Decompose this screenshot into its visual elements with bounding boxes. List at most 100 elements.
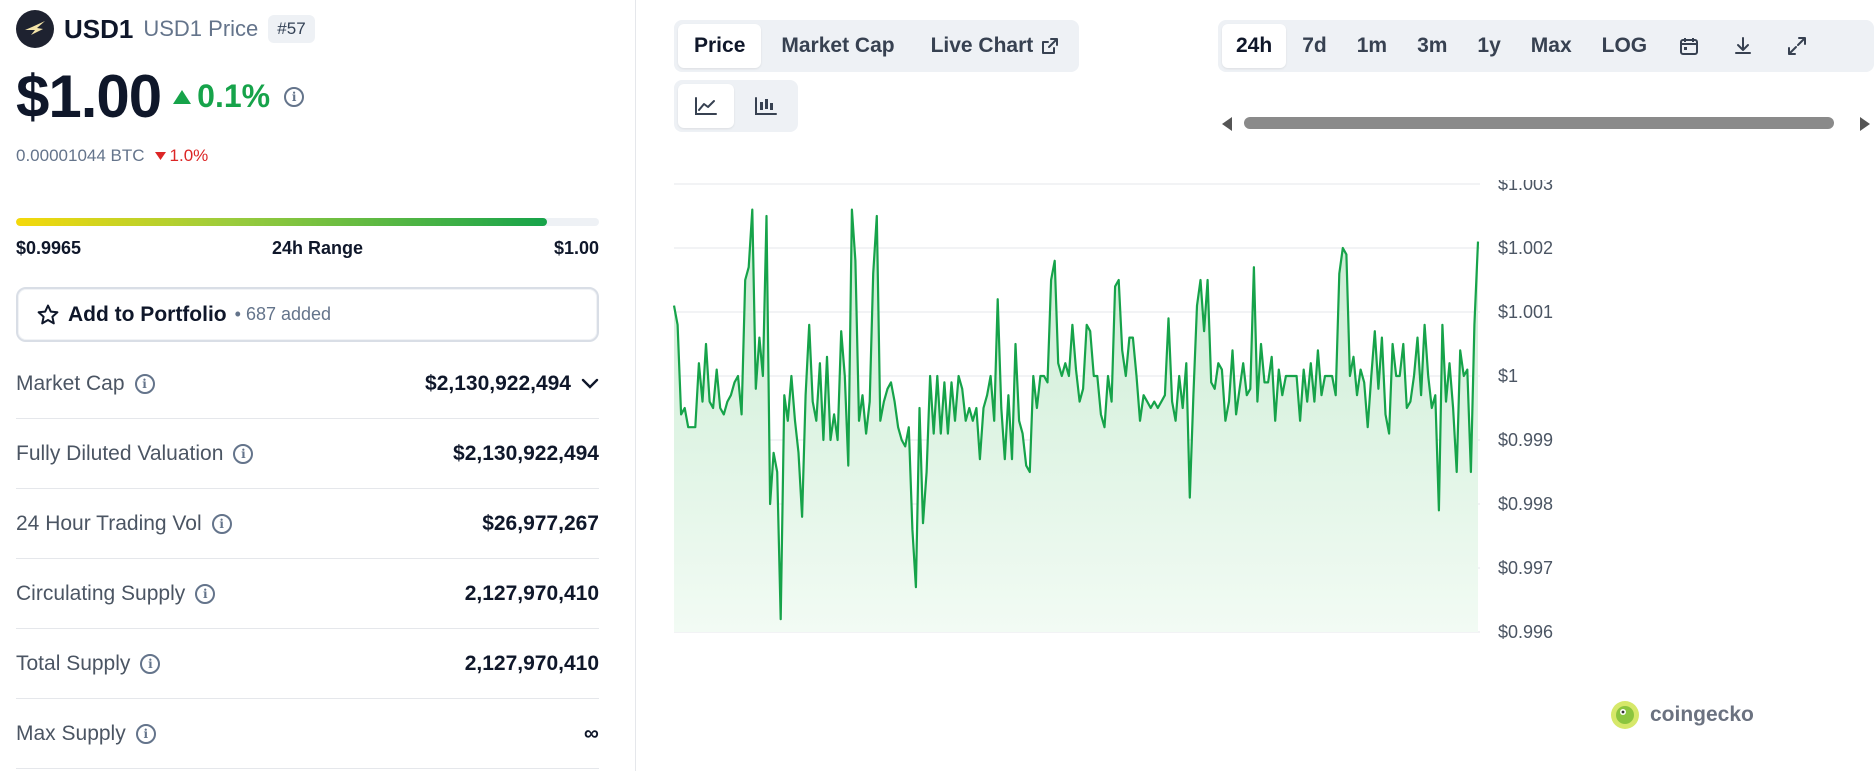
chart-view-toggle (674, 80, 798, 132)
calendar-icon (1680, 38, 1699, 55)
stat-label-text: Fully Diluted Valuation (16, 441, 224, 465)
current-price: $1.00 (16, 63, 162, 130)
date-range-button[interactable] (1663, 24, 1715, 68)
price-row: $1.00 0.1% i (16, 62, 305, 131)
triangle-up-icon (173, 89, 192, 104)
price-change-24h: 0.1% (173, 78, 270, 115)
price-change-value: 0.1% (197, 78, 271, 114)
y-tick-label: $0.996 (1498, 622, 1553, 642)
y-tick-label: $1.003 (1498, 180, 1553, 194)
portfolio-label: Add to Portfolio (68, 302, 227, 326)
star-icon (37, 304, 59, 324)
range-labels: $0.9965 24h Range $1.00 (16, 238, 599, 259)
chevron-down-icon[interactable] (581, 378, 599, 390)
range-low: $0.9965 (16, 238, 82, 258)
stat-value: $26,977,267 (482, 511, 599, 535)
btc-change-value: 1.0% (169, 146, 209, 165)
info-icon[interactable]: i (140, 653, 161, 674)
range-3m-button[interactable]: 3m (1417, 34, 1448, 57)
stat-label-text: Market Cap (16, 371, 125, 395)
line-chart-icon (695, 97, 717, 115)
chart-navigator-scrollbar[interactable] (1222, 114, 1870, 132)
fullscreen-button[interactable] (1771, 24, 1823, 68)
download-button[interactable] (1717, 24, 1769, 68)
info-icon[interactable]: i (135, 723, 156, 744)
range-high: $1.00 (553, 238, 599, 258)
range-1m-button[interactable]: 1m (1356, 34, 1388, 57)
info-icon[interactable]: i (211, 513, 232, 534)
stat-value: $2,130,922,494 (453, 441, 599, 465)
coingecko-logo-icon (1611, 701, 1639, 729)
stat-label-text: 24 Hour Trading Vol (16, 511, 202, 535)
stat-row-fdv: Fully Diluted Valuation i $2,130,922,494 (16, 419, 599, 489)
tab-price[interactable]: Price (678, 24, 762, 68)
range-max-button[interactable]: Max (1530, 34, 1572, 57)
stat-label: Market Cap i (16, 372, 155, 396)
info-icon[interactable]: i (134, 373, 155, 394)
y-tick-label: $0.998 (1498, 494, 1553, 514)
y-tick-label: $1 (1498, 366, 1518, 386)
chart-tabs: Price Market Cap Live Chart (674, 20, 1080, 72)
candlestick-button[interactable] (738, 84, 794, 128)
y-tick-label: $0.999 (1498, 430, 1553, 450)
range-bar-fill (16, 218, 547, 226)
portfolio-count: • 687 added (234, 304, 332, 324)
coin-symbol: USD1 (64, 13, 134, 44)
coin-subtitle: USD1 Price (143, 16, 259, 41)
range-label: 24h Range (272, 238, 364, 258)
stat-label-text: Total Supply (16, 651, 131, 675)
triangle-down-icon (154, 152, 166, 160)
y-tick-label: $0.997 (1498, 558, 1553, 578)
range-bar (16, 218, 599, 226)
line-chart-button[interactable] (678, 84, 734, 128)
coin-header: USD1 USD1 Price #57 (16, 10, 315, 48)
range-7d-button[interactable]: 7d (1302, 34, 1327, 57)
btc-change: 1.0% (154, 146, 209, 166)
stat-value: $2,130,922,494 (425, 372, 599, 396)
stat-label: 24 Hour Trading Vol i (16, 512, 232, 536)
price-line (672, 208, 1480, 621)
log-scale-button[interactable]: LOG (1601, 34, 1648, 57)
add-to-portfolio-button[interactable]: Add to Portfolio • 687 added (16, 287, 599, 342)
expand-icon (1788, 37, 1807, 55)
stat-value: 2,127,970,410 (464, 581, 599, 605)
scroll-left-arrow[interactable] (1222, 117, 1232, 131)
download-icon (1735, 37, 1752, 54)
range-1y-button[interactable]: 1y (1477, 34, 1501, 57)
stat-row-max-supply: Max Supply i ∞ (16, 699, 599, 769)
range-24h-button[interactable]: 24h (1222, 24, 1287, 68)
price-area (674, 209, 1478, 632)
stat-value: ∞ (584, 721, 599, 745)
info-icon[interactable]: i (195, 583, 216, 604)
tab-live-chart-label: Live Chart (930, 34, 1034, 57)
stat-label-text: Max Supply (16, 721, 126, 745)
stat-row-market-cap: Market Cap i $2,130,922,494 (16, 349, 599, 419)
external-link-icon (1042, 38, 1059, 54)
scrollbar-thumb[interactable] (1244, 117, 1834, 129)
scroll-right-arrow[interactable] (1860, 117, 1870, 131)
stat-label: Circulating Supply i (16, 581, 216, 606)
info-icon[interactable]: i (284, 86, 305, 107)
candlestick-icon (755, 97, 777, 115)
rank-badge: #57 (268, 15, 315, 43)
stat-row-total-supply: Total Supply i 2,127,970,410 (16, 629, 599, 699)
time-range-selector: 24h 7d 1m 3m 1y Max LOG (1218, 20, 1874, 72)
coin-overview-panel: USD1 USD1 Price #57 $1.00 0.1% i 0.00001… (0, 0, 636, 771)
tab-live-chart[interactable]: Live Chart (915, 24, 1076, 68)
y-tick-label: $1.001 (1498, 302, 1553, 322)
stat-label-text: Circulating Supply (16, 581, 186, 605)
stat-label: Max Supply i (16, 722, 156, 746)
coin-logo (16, 10, 54, 48)
price-chart[interactable]: $1.003 $1.002 $1.001 $1 $0.999 $0.998 $0.997 $0… (660, 180, 1876, 771)
btc-price-row: 0.00001044 BTC 1.0% (16, 146, 208, 166)
y-tick-label: $1.002 (1498, 238, 1553, 258)
tab-market-cap[interactable]: Market Cap (781, 34, 895, 57)
watermark-text: coingecko (1650, 703, 1754, 726)
stat-row-circulating-supply: Circulating Supply i 2,127,970,410 (16, 559, 599, 629)
stat-row-trading-vol: 24 Hour Trading Vol i $26,977,267 (16, 489, 599, 559)
stat-value: 2,127,970,410 (464, 651, 599, 675)
stat-label: Total Supply i (16, 651, 161, 676)
stats-table: Market Cap i $2,130,922,494 Fully Diluted… (16, 349, 599, 769)
stat-value-text: $2,130,922,494 (425, 371, 571, 395)
info-icon[interactable]: i (233, 443, 254, 464)
